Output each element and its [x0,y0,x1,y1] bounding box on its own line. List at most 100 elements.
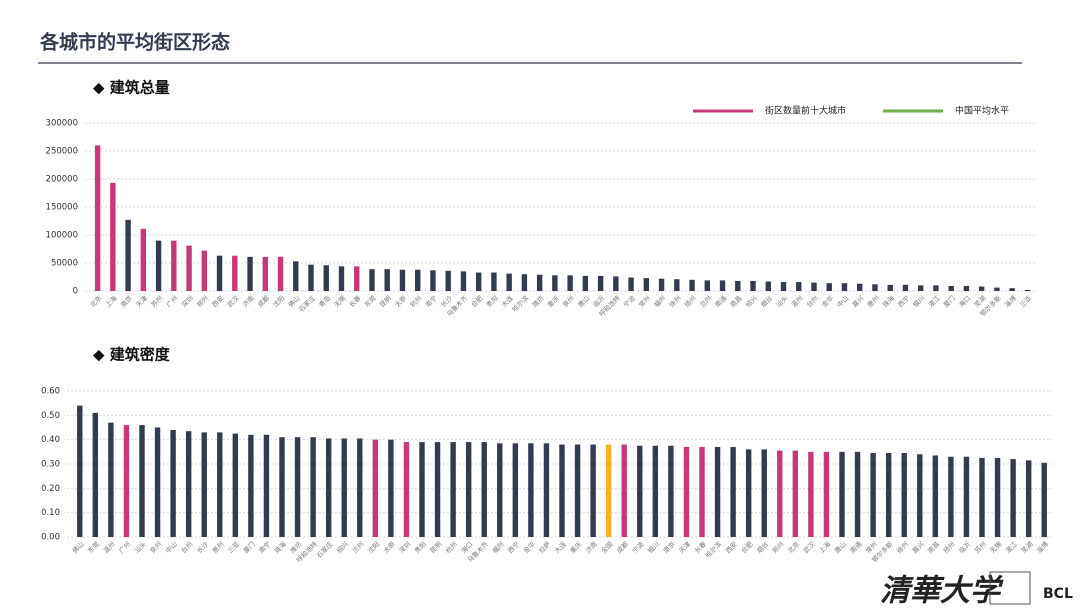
bar [110,182,116,291]
x-tick-label: 西宁 [506,539,522,555]
y-tick-label: 0.10 [41,508,60,518]
bar [415,269,421,291]
bar [823,451,830,537]
y-tick-label: 150000 [46,203,78,213]
bar [481,442,487,537]
bar [761,449,767,537]
x-tick-label: 重庆 [545,293,561,309]
y-tick-label: 250000 [46,147,78,157]
bar [140,228,147,291]
x-tick-label: 昆明 [429,540,444,555]
x-tick-label: 南宁 [257,539,273,555]
x-tick-label: 太原 [381,539,397,555]
bar [1010,459,1016,537]
x-tick-label: 长沙 [194,539,210,555]
bar [384,269,390,291]
bar [201,432,207,537]
x-tick-label: 贵阳 [484,293,500,309]
x-tick-label: 三亚 [1018,294,1033,309]
bar [325,438,332,537]
bar [714,446,721,537]
x-tick-label: 南通 [713,293,729,309]
bar [948,456,954,537]
y-tick-label: 50000 [51,259,78,269]
bar [263,434,270,537]
bar [567,275,573,291]
bar [450,442,456,537]
x-tick-label: 嘉兴 [850,293,866,309]
bar [885,453,892,537]
bar [354,266,360,291]
x-tick-label: 三亚 [226,540,241,555]
bar [1024,289,1031,291]
bar [765,281,771,291]
bar [839,451,845,537]
x-tick-label: 扬州 [941,539,957,555]
x-tick-label: 武汉 [801,539,817,555]
x-tick-label: 临沂 [957,539,973,555]
x-tick-label: 烟台 [754,539,770,555]
x-tick-label: 沈阳 [271,293,287,309]
bar [399,269,406,291]
x-tick-label: 杭州 [443,539,459,555]
bar [887,284,893,291]
bar [730,446,736,537]
bar [854,451,861,537]
x-tick-label: 无锡 [988,539,1004,555]
x-tick-label: 常州 [637,293,653,309]
x-tick-label: 汕头 [132,539,148,555]
slide-title: 各城市的平均街区形态 [39,31,230,54]
x-tick-label: 上海 [103,293,119,309]
bar [658,278,665,291]
x-tick-label: 中山 [163,539,179,555]
x-tick-label: 南京 [118,293,134,309]
bar [917,285,924,291]
x-tick-label: 石家庄 [297,293,318,314]
x-tick-label: 济南 [583,539,599,555]
bar [341,438,347,537]
x-tick-label: 苏州 [972,539,988,555]
bar [811,282,817,291]
y-tick-label: 100000 [46,231,78,241]
x-tick-label: 西安 [723,539,739,555]
x-tick-label: 哈尔滨 [510,293,531,314]
bar [277,256,284,291]
bar [536,274,543,291]
bar [170,429,176,537]
bar [559,444,565,537]
x-tick-label: 太原 [393,293,409,309]
x-tick-label: 温州 [789,293,805,309]
x-tick-label: 昆明 [378,294,393,309]
x-tick-label: 全国 [599,539,615,555]
x-tick-label: 兰州 [698,293,714,309]
bar [917,454,923,537]
x-tick-label: 南昌 [728,293,744,309]
bar [201,250,208,291]
bar [979,457,985,537]
x-tick-label: 苏州 [149,293,165,309]
x-tick-label: 唐山 [576,293,592,309]
bar [683,446,690,537]
bar [357,438,363,537]
bar [521,274,528,291]
y-tick-label: 0 [73,287,78,297]
x-tick-label: 重庆 [568,539,584,555]
x-tick-label: 宁波 [630,539,646,555]
bar [369,269,375,291]
bar [552,275,558,291]
x-tick-label: 惠州 [865,293,881,309]
x-tick-label: 淄博 [1002,293,1018,309]
x-tick-label: 徐州 [667,293,683,309]
x-tick-label: 金华 [521,539,537,555]
x-tick-label: 无锡 [332,293,348,309]
logo-text: 清華大学 [880,574,1004,609]
x-tick-label: 北京 [786,539,802,555]
x-tick-label: 深圳 [179,293,195,309]
x-tick-label: 徐州 [894,539,910,555]
bar [186,245,192,291]
bar [262,256,268,291]
bar [674,279,680,291]
x-tick-label: 台州 [179,539,195,555]
x-tick-label: 西安 [210,293,226,309]
x-tick-label: 淄博 [1034,539,1050,555]
